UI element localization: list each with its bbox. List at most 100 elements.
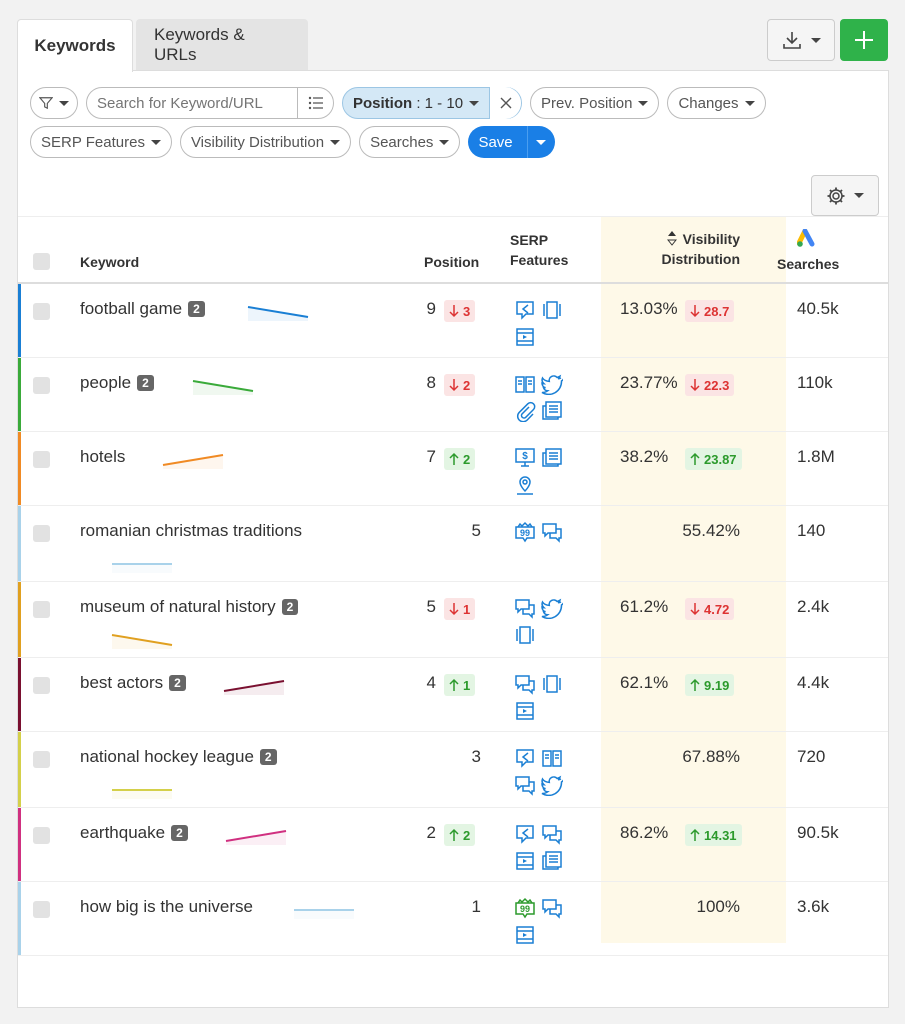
row-color-bar — [18, 284, 21, 357]
prev-position-filter[interactable]: Prev. Position — [530, 87, 660, 119]
table-row[interactable]: football game 2 9 3 13.03% 28.7 40.5k — [18, 284, 888, 358]
filter-menu-button[interactable] — [30, 87, 78, 119]
sitelinks-icon[interactable] — [514, 400, 536, 423]
tab-keywords[interactable]: Keywords — [17, 19, 133, 72]
keyword-header[interactable]: Keyword — [80, 254, 140, 270]
twitter-icon[interactable] — [541, 597, 565, 620]
twitter-icon[interactable] — [541, 373, 565, 396]
searches-value: 3.6k — [797, 897, 830, 916]
row-checkbox[interactable] — [33, 901, 50, 918]
visibility-change-value: 28.7 — [704, 303, 730, 319]
carousel-icon[interactable] — [514, 624, 536, 646]
row-checkbox[interactable] — [33, 827, 50, 844]
position-change-value: 1 — [463, 601, 471, 617]
visibility-value: 23.77% — [620, 373, 678, 392]
table-row[interactable]: best actors 2 4 1 62.1% 9.19 4.4k — [18, 658, 888, 732]
searches-filter[interactable]: Searches — [359, 126, 461, 158]
row-checkbox[interactable] — [33, 751, 50, 768]
table-row[interactable]: romanian christmas traditions 5 99 55.42% 14… — [18, 506, 888, 582]
position-header[interactable]: Position — [424, 254, 480, 270]
knowledge-panel-icon[interactable] — [514, 373, 536, 395]
reviews-green-icon[interactable]: 99 — [514, 897, 536, 919]
visibility-change-badge: 28.7 — [685, 300, 735, 322]
clear-position-filter-button[interactable] — [489, 87, 522, 119]
featured-snippet-icon[interactable] — [514, 823, 536, 845]
keyword-cell[interactable]: football game 2 — [80, 299, 205, 319]
news-icon[interactable] — [541, 447, 563, 469]
table-row[interactable]: hotels 7 2 $38.2% 23.87 1.8M — [18, 432, 888, 506]
add-keyword-button[interactable] — [840, 19, 888, 61]
serp-features-header[interactable]: SERP Features — [510, 230, 568, 270]
knowledge-panel-icon[interactable] — [541, 747, 563, 769]
video-icon[interactable] — [514, 924, 536, 946]
select-all-checkbox[interactable] — [33, 253, 50, 270]
chevron-down-icon — [330, 139, 341, 145]
position-change-value: 2 — [463, 827, 471, 843]
table-settings-button[interactable] — [811, 175, 879, 216]
local-pack-icon[interactable] — [514, 474, 536, 496]
keywords-panel: Position : 1 - 10 Prev. Position Changes… — [17, 70, 889, 1008]
row-checkbox[interactable] — [33, 451, 50, 468]
keyword-cell[interactable]: best actors 2 — [80, 673, 186, 693]
news-icon[interactable] — [541, 850, 563, 872]
sort-icon — [666, 231, 677, 246]
row-checkbox[interactable] — [33, 525, 50, 542]
position-filter[interactable]: Position : 1 - 10 — [342, 87, 523, 119]
search-options-button[interactable] — [297, 87, 333, 119]
keyword-cell[interactable]: romanian christmas traditions — [80, 521, 302, 541]
serp-features-cell: $ — [514, 447, 570, 496]
news-icon[interactable] — [541, 400, 563, 422]
carousel-icon[interactable] — [541, 673, 563, 695]
position-change-value: 2 — [463, 451, 471, 467]
position-value: 1 — [471, 897, 481, 916]
keyword-cell[interactable]: people 2 — [80, 373, 154, 393]
reviews-icon[interactable]: 99 — [514, 521, 536, 543]
table-row[interactable]: how big is the universe 1 99 100% 3.6k — [18, 882, 888, 956]
serp-features-filter[interactable]: SERP Features — [30, 126, 172, 158]
row-checkbox[interactable] — [33, 303, 50, 320]
featured-snippet-icon[interactable] — [514, 747, 536, 769]
tab-bar: Keywords Keywords & URLs — [17, 19, 308, 72]
row-color-bar — [18, 506, 21, 581]
keyword-cell[interactable]: national hockey league 2 — [80, 747, 277, 767]
visibility-header[interactable]: Visibility Distribution — [656, 229, 740, 269]
ads-icon[interactable]: $ — [514, 447, 536, 469]
questions-icon[interactable] — [514, 597, 536, 619]
featured-snippet-icon[interactable] — [514, 299, 536, 321]
keyword-cell[interactable]: how big is the universe — [80, 897, 253, 917]
position-value: 2 — [426, 823, 436, 842]
questions-icon[interactable] — [514, 673, 536, 695]
download-button[interactable] — [767, 19, 835, 61]
save-button[interactable]: Save — [478, 133, 513, 151]
changes-filter[interactable]: Changes — [667, 87, 766, 119]
questions-icon[interactable] — [541, 897, 563, 919]
video-icon[interactable] — [514, 850, 536, 872]
questions-icon[interactable] — [541, 823, 563, 845]
searches-value: 110k — [797, 373, 833, 392]
chevron-down-icon — [536, 139, 547, 145]
questions-icon[interactable] — [541, 521, 563, 543]
keyword-cell[interactable]: hotels — [80, 447, 125, 467]
table-row[interactable]: museum of natural history 2 5 1 61.2% 4.72 2.4… — [18, 582, 888, 658]
keyword-cell[interactable]: museum of natural history 2 — [80, 597, 299, 617]
row-checkbox[interactable] — [33, 377, 50, 394]
position-value: 8 — [426, 373, 436, 392]
video-icon[interactable] — [514, 326, 536, 348]
table-row[interactable]: people 2 8 2 23.77% 22.3 110k — [18, 358, 888, 432]
visibility-distribution-filter[interactable]: Visibility Distribution — [179, 126, 352, 158]
table-row[interactable]: national hockey league 2 3 67.88% 720 — [18, 732, 888, 808]
row-checkbox[interactable] — [33, 677, 50, 694]
keyword-cell[interactable]: earthquake 2 — [80, 823, 188, 843]
tab-keywords-urls[interactable]: Keywords & URLs — [136, 19, 308, 71]
video-icon[interactable] — [514, 700, 536, 722]
save-options-button[interactable] — [526, 126, 555, 158]
twitter-icon[interactable] — [541, 774, 565, 797]
questions-icon[interactable] — [514, 774, 536, 796]
table-row[interactable]: earthquake 2 2 2 86.2% 14.31 90.5k — [18, 808, 888, 882]
search-input[interactable] — [87, 94, 298, 112]
trend-sparkline — [192, 380, 254, 395]
carousel-icon[interactable] — [541, 299, 563, 321]
row-checkbox[interactable] — [33, 601, 50, 618]
visibility-change-badge: 14.31 — [685, 824, 742, 846]
searches-header[interactable]: Searches — [777, 228, 839, 274]
